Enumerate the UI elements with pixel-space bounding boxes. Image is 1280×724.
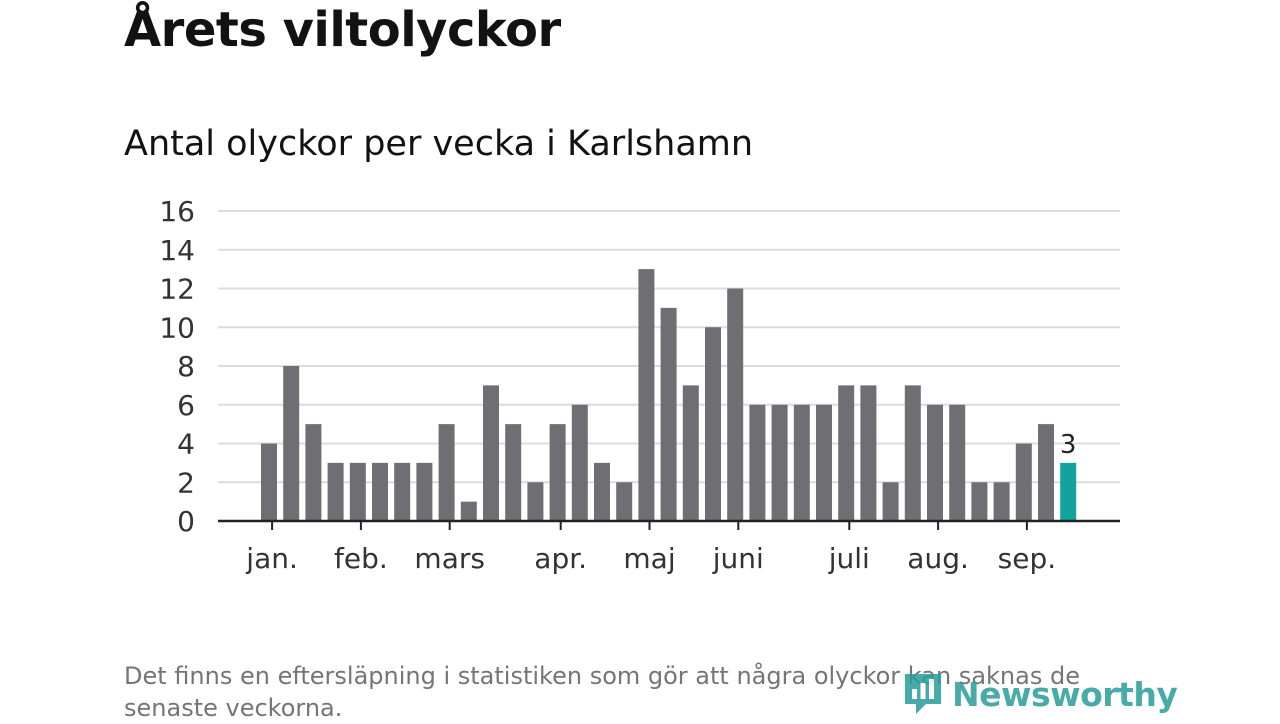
y-tick-label: 6	[177, 389, 195, 422]
x-tick-label: feb.	[334, 542, 388, 575]
newsworthy-logo: Newsworthy	[902, 668, 1178, 720]
y-tick-label: 12	[159, 273, 195, 306]
bar	[372, 462, 388, 521]
bar	[527, 482, 544, 521]
y-tick-label: 2	[177, 466, 195, 499]
bar	[305, 424, 322, 521]
bar	[594, 462, 610, 521]
bar	[816, 404, 832, 521]
bar	[705, 327, 721, 521]
bar	[927, 404, 943, 521]
x-tick-label: juni	[712, 542, 764, 575]
y-tick-label: 8	[177, 350, 195, 383]
bar	[682, 385, 699, 521]
data-label: 3	[1060, 430, 1077, 460]
y-tick-label: 4	[177, 428, 195, 461]
bar	[549, 424, 566, 521]
bar	[394, 462, 411, 521]
bar	[261, 443, 277, 521]
newsworthy-logo-icon	[905, 674, 941, 714]
bar	[1015, 443, 1032, 521]
x-tick-label: maj	[623, 542, 675, 575]
y-tick-label: 14	[159, 234, 195, 267]
x-tick-label: jan.	[245, 542, 298, 575]
bar	[860, 385, 877, 521]
bar	[727, 288, 744, 521]
bar	[616, 482, 633, 521]
y-tick-label: 10	[159, 311, 195, 344]
bar	[749, 404, 766, 521]
bar	[993, 482, 1010, 521]
bar	[949, 404, 966, 521]
y-tick-label: 16	[159, 195, 195, 228]
bar	[882, 482, 899, 521]
bar	[571, 404, 588, 521]
x-tick-label: mars	[414, 542, 485, 575]
x-tick-label: sep.	[998, 542, 1057, 575]
bar	[460, 501, 477, 521]
newsworthy-logo-text: Newsworthy	[952, 674, 1178, 714]
chart-title: Årets viltolyckor	[124, 2, 561, 58]
bar	[349, 462, 366, 521]
bar	[638, 269, 655, 521]
x-tick-label: aug.	[907, 542, 969, 575]
chart-subtitle: Antal olyckor per vecka i Karlshamn	[124, 124, 754, 164]
bar	[483, 385, 499, 521]
bar	[416, 462, 433, 521]
bar	[971, 482, 988, 521]
bar	[327, 462, 344, 521]
bar	[904, 385, 921, 521]
x-tick-label: juli	[828, 542, 870, 575]
bar	[283, 366, 300, 521]
bar	[1038, 424, 1054, 521]
bar	[660, 307, 677, 521]
bar	[438, 424, 455, 521]
bar	[771, 404, 788, 521]
bar	[505, 424, 522, 521]
y-tick-label: 0	[177, 505, 195, 538]
bar-highlight	[1060, 462, 1077, 521]
bar	[793, 404, 810, 521]
bar	[838, 385, 855, 521]
x-tick-label: apr.	[534, 542, 587, 575]
